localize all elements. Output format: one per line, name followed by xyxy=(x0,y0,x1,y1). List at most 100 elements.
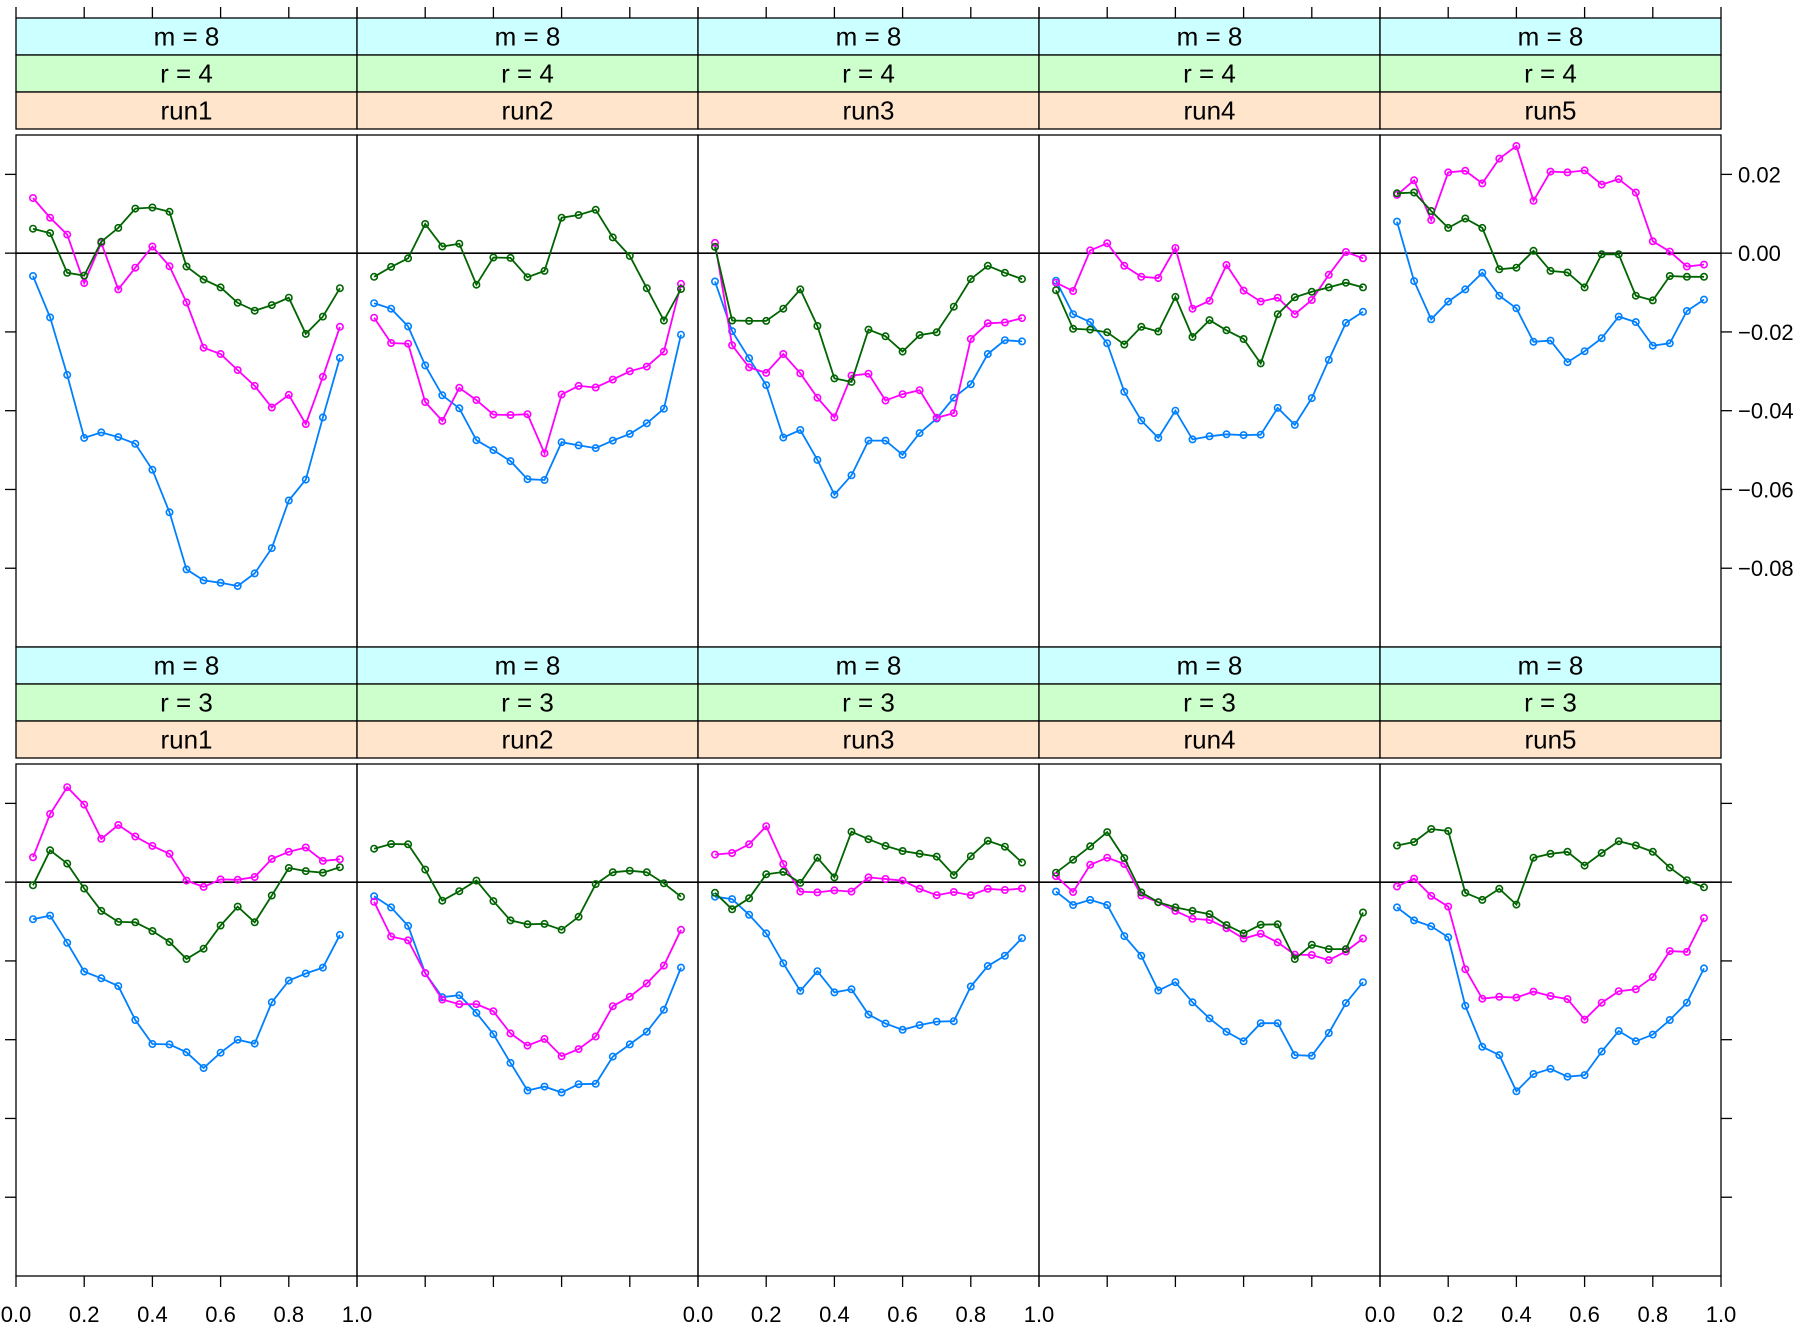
data-point xyxy=(387,932,396,941)
data-point xyxy=(591,1079,600,1088)
data-point xyxy=(1427,891,1436,900)
data-point xyxy=(779,959,788,968)
data-point xyxy=(1529,246,1538,255)
data-point xyxy=(1478,223,1487,232)
data-point xyxy=(1307,1051,1316,1060)
data-point xyxy=(523,410,532,419)
data-point xyxy=(1495,884,1504,893)
data-point xyxy=(642,284,651,293)
data-point xyxy=(864,369,873,378)
data-point xyxy=(1563,847,1572,856)
data-point xyxy=(557,925,566,934)
data-point xyxy=(1222,921,1231,930)
strip-m-label: m = 8 xyxy=(495,651,561,681)
data-point xyxy=(1478,1042,1487,1051)
data-point xyxy=(1239,431,1248,440)
data-point xyxy=(1307,295,1316,304)
data-point xyxy=(370,892,379,901)
data-point xyxy=(1120,387,1129,396)
data-point xyxy=(881,436,890,445)
data-point xyxy=(966,852,975,861)
data-point xyxy=(779,867,788,876)
data-point xyxy=(728,848,737,857)
data-point xyxy=(1188,332,1197,341)
strip-run xyxy=(356,720,699,759)
data-point xyxy=(182,565,191,574)
data-point xyxy=(932,328,941,337)
data-point xyxy=(370,844,379,853)
data-point xyxy=(1597,334,1606,343)
strip-run-label: run4 xyxy=(1183,96,1235,126)
y-tick-label: −0.08 xyxy=(1738,556,1794,581)
data-point xyxy=(421,220,430,229)
data-point xyxy=(966,334,975,343)
data-point xyxy=(1222,1027,1231,1036)
panel: m = 8 r = 4 run5 xyxy=(1379,17,1722,648)
series-line-2 xyxy=(1055,242,1364,316)
data-point xyxy=(1648,1030,1657,1039)
data-point xyxy=(625,866,634,875)
data-point xyxy=(387,839,396,848)
data-point xyxy=(1000,951,1009,960)
data-point xyxy=(1017,337,1026,346)
data-point xyxy=(1700,883,1709,892)
strip-r xyxy=(1379,683,1722,722)
data-point xyxy=(148,926,157,935)
data-point xyxy=(233,581,242,590)
data-point xyxy=(728,341,737,350)
data-point xyxy=(1529,196,1538,205)
data-point xyxy=(659,316,668,325)
data-point xyxy=(642,419,651,428)
data-point xyxy=(557,213,566,222)
data-point xyxy=(131,918,140,927)
data-point xyxy=(1120,854,1129,863)
strip-m-label: m = 8 xyxy=(1518,651,1584,681)
data-point xyxy=(267,854,276,863)
y-tick-label: −0.02 xyxy=(1738,320,1794,345)
data-point xyxy=(1410,176,1419,185)
x-tick-label: 0.8 xyxy=(1638,1302,1669,1327)
data-point xyxy=(1580,166,1589,175)
data-point xyxy=(1307,287,1316,296)
data-point xyxy=(1341,318,1350,327)
x-tick-label: 0.0 xyxy=(683,1302,714,1327)
data-point xyxy=(608,1002,617,1011)
data-point xyxy=(284,976,293,985)
data-point xyxy=(540,475,549,484)
data-point xyxy=(762,929,771,938)
data-point xyxy=(1512,993,1521,1002)
strip-m-label: m = 8 xyxy=(495,22,561,52)
data-point xyxy=(1563,268,1572,277)
data-point xyxy=(1137,888,1146,897)
data-point xyxy=(591,444,600,453)
data-point xyxy=(1171,903,1180,912)
data-point xyxy=(1188,906,1197,915)
data-point xyxy=(898,347,907,356)
strip-m-label: m = 8 xyxy=(1177,651,1243,681)
series-line-3 xyxy=(373,843,682,931)
data-point xyxy=(472,396,481,405)
data-point xyxy=(404,840,413,849)
data-point xyxy=(97,428,106,437)
data-point xyxy=(1631,841,1640,850)
data-point xyxy=(284,496,293,505)
data-point xyxy=(250,1039,259,1048)
x-tick-label: 1.0 xyxy=(1024,1302,1055,1327)
data-point xyxy=(1154,327,1163,336)
data-point xyxy=(949,409,958,418)
strip-r xyxy=(15,54,358,93)
data-point xyxy=(335,353,344,362)
data-point xyxy=(1682,998,1691,1007)
data-point xyxy=(165,1040,174,1049)
data-point xyxy=(438,995,447,1004)
data-point xyxy=(506,1029,515,1038)
data-point xyxy=(489,1007,498,1016)
data-point xyxy=(1444,826,1453,835)
strip-m xyxy=(1379,646,1722,685)
strip-m-label: m = 8 xyxy=(836,651,902,681)
data-point xyxy=(131,263,140,272)
x-tick-label: 0.0 xyxy=(1365,1302,1396,1327)
strip-run xyxy=(15,720,358,759)
series-line-2 xyxy=(714,242,1023,420)
data-point xyxy=(404,936,413,945)
